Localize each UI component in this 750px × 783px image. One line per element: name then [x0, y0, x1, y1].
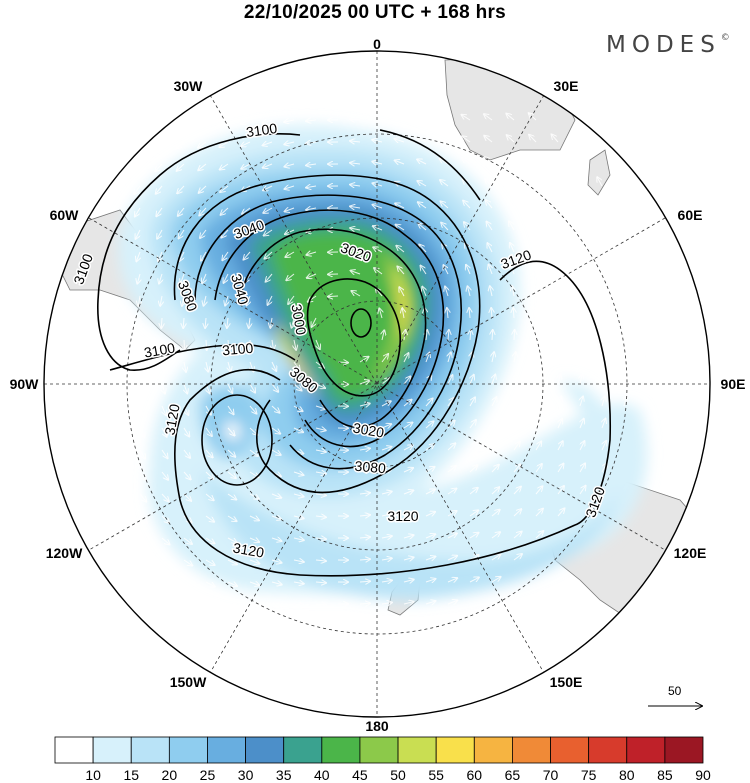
colorbar-swatch	[512, 737, 550, 763]
colorbar-swatch	[284, 737, 322, 763]
colorbar-swatch	[246, 737, 284, 763]
longitude-label-lon-150e: 150E	[550, 674, 583, 690]
longitude-label-lon-120e: 120E	[674, 545, 707, 561]
colorbar-swatch	[207, 737, 245, 763]
colorbar-swatch	[436, 737, 474, 763]
colorbar-tick-label: 10	[85, 767, 101, 783]
colorbar-tick-label: 70	[543, 767, 559, 783]
longitude-label-lon-120w: 120W	[46, 545, 83, 561]
wind-arrow	[206, 340, 207, 350]
colorbar-tick-label: 35	[276, 767, 292, 783]
wind-arrow	[133, 120, 140, 127]
colorbar	[55, 737, 703, 763]
longitude-label-lon-60w: 60W	[50, 207, 79, 223]
wind-arrow	[535, 308, 536, 318]
colorbar-tick-label: 30	[238, 767, 254, 783]
colorbar-swatch	[55, 737, 93, 763]
wind-arrow	[580, 308, 581, 318]
wind-arrow	[139, 318, 140, 328]
colorbar-tick-label: 80	[619, 767, 635, 783]
longitude-label-lon-150w: 150W	[170, 674, 207, 690]
wind-arrow	[328, 296, 338, 297]
wind-arrow	[161, 318, 162, 328]
longitude-label-lon-30w: 30W	[174, 78, 203, 94]
longitude-label-lon-180: 180	[365, 718, 388, 734]
wind-arrow	[514, 330, 515, 340]
colorbar-swatch	[589, 737, 627, 763]
wind-arrow	[513, 308, 514, 318]
colorbar-swatch	[474, 737, 512, 763]
colorbar-tick-label: 65	[505, 767, 521, 783]
colorbar-tick-label: 50	[390, 767, 406, 783]
longitude-label-lon-30e: 30E	[554, 78, 579, 94]
wind-arrow	[133, 142, 140, 149]
contour-label: 3100	[222, 340, 255, 359]
colorbar-swatch	[131, 737, 169, 763]
wind-arrow	[140, 340, 141, 350]
colorbar-tick-label: 90	[695, 767, 711, 783]
colorbar-tick-label: 85	[657, 767, 673, 783]
colorbar-swatch	[398, 737, 436, 763]
colorbar-swatch	[169, 737, 207, 763]
wind-arrow	[492, 330, 493, 340]
colorbar-swatch	[93, 737, 131, 763]
wind-arrow	[360, 603, 370, 604]
colorbar-swatch	[360, 737, 398, 763]
colorbar-tick-label: 20	[162, 767, 178, 783]
longitude-label-lon-90w: 90W	[10, 376, 39, 392]
wind-arrow	[154, 120, 162, 127]
reference-vector-label: 50	[668, 684, 681, 698]
colorbar-swatch	[551, 737, 589, 763]
wind-arrow	[184, 340, 185, 350]
contour-label: 3120	[387, 508, 418, 524]
wind-arrow	[558, 308, 559, 318]
wind-arrow	[558, 330, 559, 340]
contour-label: 3080	[354, 458, 387, 477]
wind-arrow	[602, 308, 603, 318]
longitude-label-lon-0: 0	[373, 36, 381, 52]
longitude-label-lon-60e: 60E	[678, 207, 703, 223]
colorbar-tick-label: 45	[352, 767, 368, 783]
colorbar-tick-label: 60	[466, 767, 482, 783]
colorbar-swatch	[322, 737, 360, 763]
longitude-label-lon-90e: 90E	[721, 376, 746, 392]
colorbar-swatch	[665, 737, 703, 763]
colorbar-tick-label: 40	[314, 767, 330, 783]
colorbar-tick-label: 25	[200, 767, 216, 783]
colorbar-tick-label: 15	[123, 767, 139, 783]
colorbar-tick-label: 75	[581, 767, 597, 783]
colorbar-tick-label: 55	[428, 767, 444, 783]
colorbar-swatch	[627, 737, 665, 763]
